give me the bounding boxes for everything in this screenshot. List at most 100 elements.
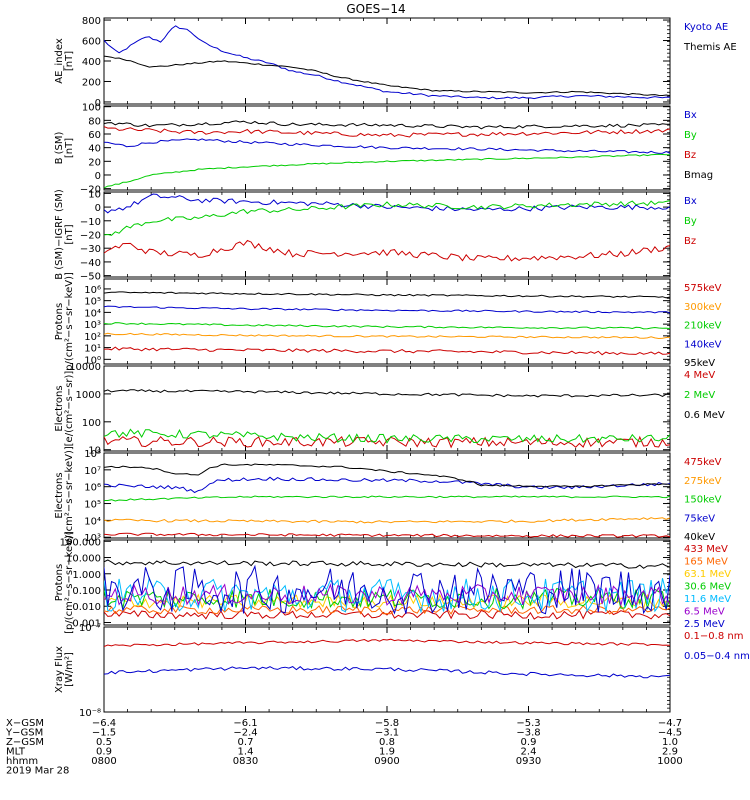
legend-entry: 4 MeV (684, 370, 715, 381)
y-tick-label: 200 (82, 77, 101, 88)
y-tick-label: 10⁵ (84, 297, 101, 308)
footer-value: −3.8 (516, 728, 540, 739)
footer-value: −2.4 (233, 728, 257, 739)
panel-1: 0 200 400 600 800 AE_index [nT] Kyoto AE Themis … (54, 16, 737, 109)
legend-entry: 63.1 MeV (684, 569, 731, 580)
legend-entry: Bx (684, 196, 697, 207)
y-tick-label: 10⁶ (84, 285, 101, 296)
legend-entry: 433 MeV (684, 544, 728, 555)
y-tick-label: 20 (88, 157, 101, 168)
y-tick-label: 100.000 (60, 537, 101, 548)
panel-2: −20 0 20 40 60 80 100 B (SM) [nT] Bx By Bz Bmag (54, 103, 713, 196)
footer-value: −1.5 (92, 728, 116, 739)
y-tick-label: 1.000 (72, 570, 101, 581)
y-tick-label: −30 (80, 244, 101, 255)
y-axis-label: Protons (54, 303, 65, 340)
footer-value: −4.5 (658, 728, 682, 739)
y-tick-label: 100 (82, 103, 101, 114)
series-line (104, 587, 670, 611)
legend-entry: 11.6 MeV (684, 594, 731, 605)
footer-value: 0.5 (96, 737, 112, 748)
series-line (104, 576, 670, 614)
footer-value: 0800 (91, 756, 116, 767)
y-tick-label: 10³ (84, 320, 101, 331)
footer-value: 0.7 (238, 737, 254, 748)
panel-frame (103, 278, 671, 365)
series-line (104, 389, 670, 398)
series-line (104, 435, 670, 449)
series-line (104, 25, 670, 100)
y-axis-label: Electrons (54, 385, 65, 431)
legend-entry: 150keV (684, 495, 722, 506)
legend-entry: 0.05−0.4 nm (684, 651, 750, 662)
y-axis-label: p/(cm²−s−sr−keV)] (64, 272, 75, 371)
panel-5: 10 100 1000 10000 Electrons [e/(cm²−s−sr)] 4 M… (54, 362, 725, 457)
series-line (104, 120, 670, 130)
panel-frame (103, 539, 671, 626)
panel-frame (103, 191, 671, 278)
footer-value: 0.9 (521, 737, 537, 748)
y-axis-label: [nT] (64, 224, 75, 244)
y-tick-label: −50 (80, 272, 101, 283)
legend-entry: Themis AE (683, 42, 737, 53)
y-tick-label: 10 (88, 446, 101, 457)
legend-entry: Bx (684, 110, 697, 121)
footer-value: −6.4 (92, 718, 116, 729)
legend-entry: 275keV (684, 476, 722, 487)
footer-value: 0.9 (96, 747, 112, 758)
legend-entry: 75keV (684, 513, 715, 524)
series-line (104, 346, 670, 356)
series-line (104, 559, 670, 569)
y-tick-label: 0 (95, 171, 101, 182)
series-line (104, 322, 670, 330)
y-axis-label: [W/m²] (64, 652, 75, 687)
panel-3: −50 −40 −30 −20 −10 0 10 B (SM)−IGRF (SM) [nT] Bx… (54, 189, 697, 282)
series-line (104, 495, 670, 502)
y-tick-label: 10000 (69, 362, 101, 373)
series-line (104, 332, 670, 340)
series-line (104, 666, 670, 679)
y-tick-label: 10⁸ (84, 449, 101, 460)
y-tick-label: 10⁴ (84, 516, 101, 527)
y-tick-label: 10³ (84, 533, 101, 544)
y-tick-label: 10.000 (66, 554, 101, 565)
y-axis-label: e/(cm²−s−sr−keV)] (64, 446, 75, 545)
legend-entry: Bz (684, 150, 696, 161)
y-tick-label: 400 (82, 57, 101, 68)
y-axis-label: B (SM)−IGRF (SM) (54, 189, 65, 280)
y-tick-label: 10⁷ (84, 466, 101, 477)
panel-8: 10⁻⁸ 10⁻⁷ Xray Flux [W/m²] 0.1−0.8 nm 0.05−0.… (54, 623, 750, 719)
series-line (104, 638, 670, 647)
series-line (104, 604, 670, 615)
y-tick-label: 40 (88, 144, 101, 155)
y-tick-label: 60 (88, 130, 101, 141)
y-tick-label: −10 (80, 217, 101, 228)
legend-entry: 40keV (684, 532, 715, 543)
footer-value: 0900 (374, 756, 399, 767)
y-tick-label: 800 (82, 16, 101, 27)
series-line (104, 153, 670, 189)
footer-value: −5.8 (375, 718, 399, 729)
y-tick-label: 600 (82, 37, 101, 48)
legend-entry: By (684, 216, 697, 227)
y-axis-label: [p/(cm²−s−sr−keV)] (64, 531, 75, 634)
legend-entry: Bmag (684, 170, 713, 181)
y-tick-label: 10¹ (84, 344, 101, 355)
y-tick-label: 10² (84, 332, 101, 343)
y-axis-label: Protons (54, 564, 65, 601)
y-axis-label: [nT] (64, 138, 75, 158)
series-line (104, 138, 670, 154)
series-line (104, 463, 670, 488)
figure-title: GOES−14 (346, 2, 405, 16)
series-line (104, 200, 670, 236)
series-line (104, 532, 670, 538)
series-line (104, 55, 670, 97)
footer-row-label: X−GSM (6, 718, 44, 729)
y-tick-label: 1000 (76, 390, 101, 401)
y-axis-label: AE_index (54, 38, 65, 84)
legend-entry: 2 MeV (684, 390, 715, 401)
series-line (104, 239, 670, 262)
footer-value: 2.9 (662, 747, 678, 758)
footer-value: −6.1 (233, 718, 257, 729)
